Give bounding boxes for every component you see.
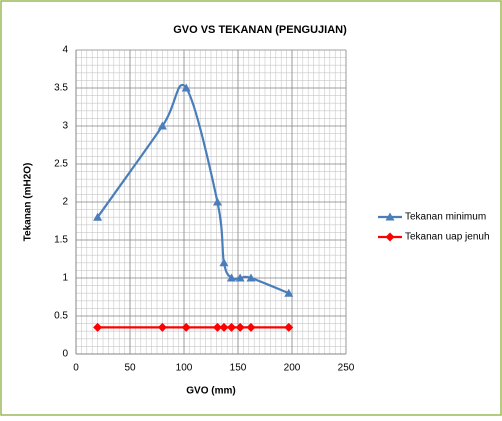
legend-label: Tekanan uap jenuh bbox=[405, 232, 490, 243]
marker bbox=[93, 212, 103, 221]
x-tick-label: 250 bbox=[338, 363, 355, 374]
marker bbox=[284, 322, 294, 332]
marker bbox=[93, 322, 103, 332]
y-axis-label: Tekanan (mH2O) bbox=[23, 163, 34, 242]
y-tick-label: 2 bbox=[62, 197, 68, 208]
chart-title: GVO VS TEKANAN (PENGUJIAN) bbox=[173, 24, 347, 36]
legend-label: Tekanan minimum bbox=[405, 212, 486, 223]
marker bbox=[235, 273, 245, 282]
y-tick-label: 3.5 bbox=[54, 83, 68, 94]
x-tick-label: 50 bbox=[124, 363, 136, 374]
marker bbox=[246, 273, 256, 282]
marker bbox=[385, 232, 395, 242]
y-tick-label: 2.5 bbox=[54, 159, 68, 170]
y-tick-label: 4 bbox=[62, 45, 68, 56]
marker bbox=[219, 258, 229, 267]
marker bbox=[235, 322, 245, 332]
x-tick-label: 150 bbox=[230, 363, 247, 374]
x-axis-label: GVO (mm) bbox=[186, 386, 235, 397]
y-tick-label: 0.5 bbox=[54, 311, 68, 322]
marker bbox=[157, 121, 167, 130]
x-tick-label: 100 bbox=[176, 363, 193, 374]
series-line bbox=[96, 84, 290, 295]
marker bbox=[246, 322, 256, 332]
marker bbox=[212, 322, 222, 332]
y-tick-label: 1 bbox=[62, 273, 68, 284]
y-tick-label: 1.5 bbox=[54, 235, 68, 246]
marker bbox=[212, 197, 222, 206]
marker bbox=[219, 322, 229, 332]
marker bbox=[157, 322, 167, 332]
x-tick-label: 0 bbox=[73, 363, 79, 374]
marker bbox=[181, 322, 191, 332]
x-tick-label: 200 bbox=[284, 363, 301, 374]
y-tick-label: 0 bbox=[62, 349, 68, 360]
marker bbox=[385, 212, 395, 221]
marker bbox=[227, 322, 237, 332]
marker bbox=[227, 273, 237, 282]
marker bbox=[284, 288, 294, 297]
y-tick-label: 3 bbox=[62, 121, 68, 132]
marker bbox=[181, 83, 191, 92]
